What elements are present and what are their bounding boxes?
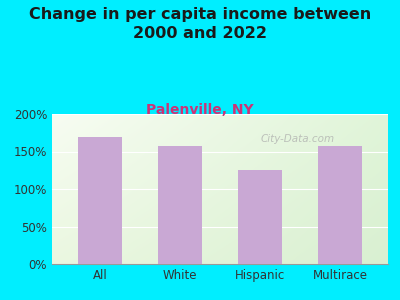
Bar (78, 136, 122, 264)
Bar (158, 146, 202, 264)
Bar (318, 146, 362, 264)
Text: Change in per capita income between
2000 and 2022: Change in per capita income between 2000… (29, 8, 371, 41)
Bar (238, 169, 282, 264)
Text: Palenville, NY: Palenville, NY (146, 103, 254, 118)
Text: City-Data.com: City-Data.com (260, 134, 334, 145)
